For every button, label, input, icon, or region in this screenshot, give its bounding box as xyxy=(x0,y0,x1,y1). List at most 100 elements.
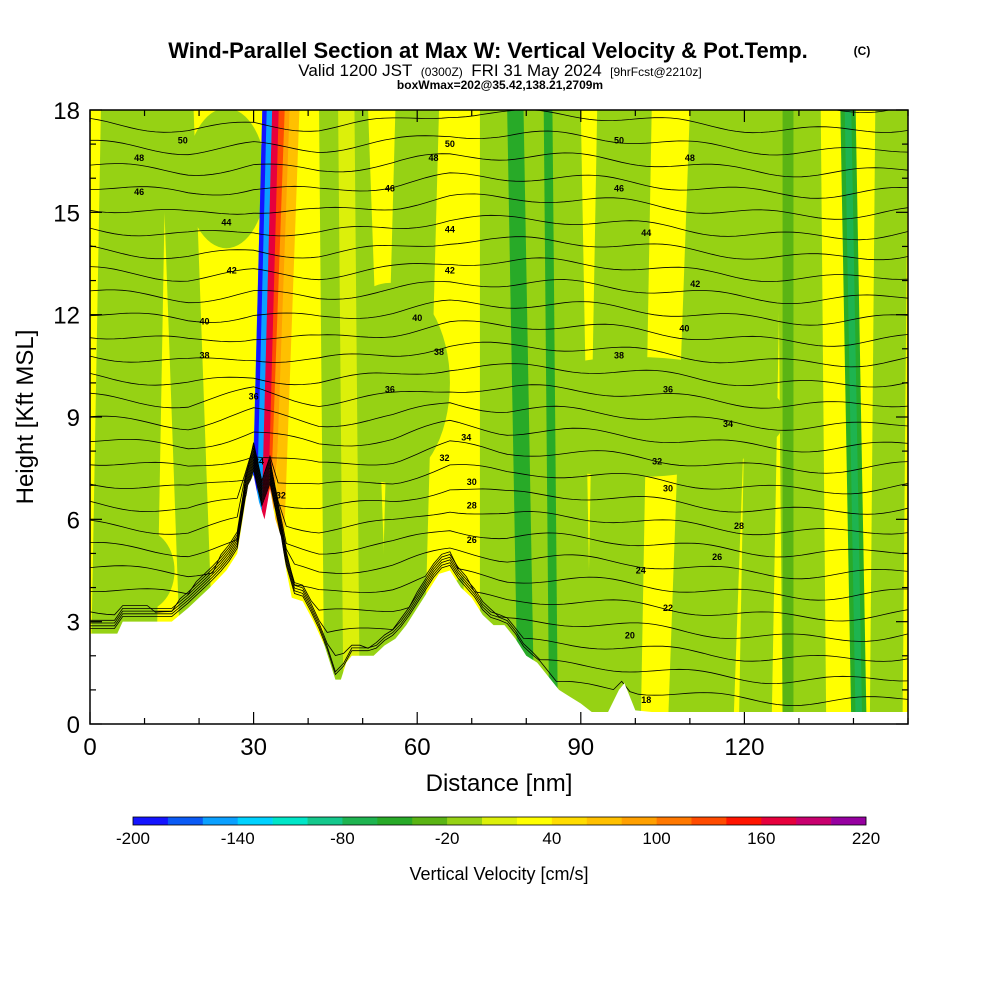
colorbar-swatch xyxy=(307,817,343,825)
theta-label-text: 50 xyxy=(178,136,188,146)
chart-title-block: Wind-Parallel Section at Max W: Vertical… xyxy=(168,38,870,92)
valid-time-line: Valid 1200 JST (0300Z) FRI 31 May 2024 [… xyxy=(298,61,701,80)
y-tick-label: 15 xyxy=(53,200,80,227)
colorbar-title: Vertical Velocity [cm/s] xyxy=(409,864,588,884)
theta-contour xyxy=(90,440,908,474)
theta-label-text: 18 xyxy=(641,695,651,705)
theta-label-text: 46 xyxy=(614,183,624,193)
theta-label-text: 36 xyxy=(385,385,395,395)
theta-contour xyxy=(90,384,908,409)
theta-label-text: 38 xyxy=(434,347,444,357)
plot-area: 50 48 46 44 42 40 38 36 34 32 50 48 46 44 42 40 38 36 34 32… xyxy=(90,110,908,724)
y-tick-label: 18 xyxy=(53,98,80,125)
theta-contour xyxy=(90,468,908,707)
theta-contour xyxy=(90,299,908,326)
theta-label-text: 28 xyxy=(467,501,477,511)
y-tick-label: 3 xyxy=(67,610,80,637)
y-tick-label: 6 xyxy=(67,507,80,534)
theta-label-text: 40 xyxy=(412,313,422,323)
theta-contour xyxy=(90,152,908,178)
w-region-downdraft xyxy=(507,110,535,724)
theta-contour xyxy=(90,236,908,261)
w-region-downdraft xyxy=(543,110,558,724)
theta-label-text: 38 xyxy=(200,351,210,361)
theta-label-text: 42 xyxy=(445,265,455,275)
theta-contour xyxy=(90,214,908,241)
theta-label: 30 xyxy=(663,484,673,494)
theta-label: 34 xyxy=(461,432,471,442)
colorbar-swatch xyxy=(342,817,378,825)
theta-contour xyxy=(90,172,908,199)
theta-label: 36 xyxy=(663,385,673,395)
theta-label: 28 xyxy=(734,521,744,531)
theta-label: 50 xyxy=(445,139,455,149)
theta-contour xyxy=(90,110,908,134)
theta-contour xyxy=(90,257,908,283)
w-region-updraft xyxy=(338,110,360,724)
theta-label: 40 xyxy=(679,323,689,333)
theta-label: 24 xyxy=(636,566,646,576)
theta-label: 40 xyxy=(200,316,210,326)
theta-label: 48 xyxy=(134,153,144,163)
theta-label-text: 44 xyxy=(641,228,651,238)
colorbar-swatch xyxy=(761,817,797,825)
theta-label: 20 xyxy=(625,630,635,640)
theta-contour xyxy=(90,443,908,515)
colorbar-tick-label: -80 xyxy=(330,829,355,848)
colorbar-swatch xyxy=(482,817,518,825)
theta-label: 22 xyxy=(663,603,673,613)
x-axis-label: Distance [nm] xyxy=(426,770,573,797)
y-axis-label: Height [Kft MSL] xyxy=(12,330,39,505)
theta-label-text: 36 xyxy=(663,385,673,395)
theta-contour xyxy=(90,419,908,453)
terrain-mask xyxy=(90,474,908,724)
colorbar-tick-label: -200 xyxy=(116,829,150,848)
theta-label: 36 xyxy=(385,385,395,395)
colorbar-swatch xyxy=(447,817,483,825)
theta-label: 48 xyxy=(429,153,439,163)
theta-contour xyxy=(90,457,908,622)
w-region-downdraft xyxy=(782,110,794,724)
colorbar-swatch xyxy=(586,817,622,825)
theta-label-text: 32 xyxy=(276,490,286,500)
x-tick-label: 90 xyxy=(567,734,594,761)
theta-label: 42 xyxy=(227,265,237,275)
colorbar-swatch xyxy=(796,817,832,825)
theta-label-text: 30 xyxy=(663,484,673,494)
x-tick-label: 0 xyxy=(83,734,96,761)
box-max-info: boxWmax=202@35.42,138.21,2709m xyxy=(397,78,603,92)
theta-label: 46 xyxy=(134,187,144,197)
theta-label: 48 xyxy=(685,153,695,163)
theta-label-text: 20 xyxy=(625,630,635,640)
chart-title: Wind-Parallel Section at Max W: Vertical… xyxy=(168,38,808,63)
theta-label: 40 xyxy=(412,313,422,323)
y-tick-label: 9 xyxy=(67,405,80,432)
theta-contour xyxy=(90,449,908,558)
theta-label-text: 34 xyxy=(461,432,471,442)
colorbar-swatch xyxy=(202,817,239,825)
theta-label: 44 xyxy=(641,228,651,238)
colorbar-frame xyxy=(132,816,867,826)
theta-label-text: 38 xyxy=(614,351,624,361)
theta-label: 30 xyxy=(467,477,477,487)
colorbar-swatch xyxy=(167,817,204,825)
colorbar-swatch xyxy=(377,817,413,825)
theta-contour xyxy=(90,320,908,347)
valid-date: FRI 31 May 2024 xyxy=(471,61,601,80)
colorbar-tick-label: -20 xyxy=(435,829,460,848)
copyright-mark: (C) xyxy=(854,44,871,58)
theta-label-text: 50 xyxy=(614,136,624,146)
theta-label-text: 48 xyxy=(134,153,144,163)
x-axis: 0 30 60 90 120 xyxy=(83,110,909,761)
theta-label: 28 xyxy=(467,501,477,511)
theta-contour xyxy=(90,130,908,156)
valid-zulu: (0300Z) xyxy=(421,65,463,79)
potential-temperature-contours xyxy=(90,110,908,707)
theta-label-text: 24 xyxy=(636,566,646,576)
theta-contour xyxy=(90,451,908,580)
colorbar: -200 -140 -80 -20 40 100 160 220 xyxy=(116,816,880,848)
colorbar-tick-label: 220 xyxy=(852,829,880,848)
theta-contour xyxy=(90,341,908,368)
